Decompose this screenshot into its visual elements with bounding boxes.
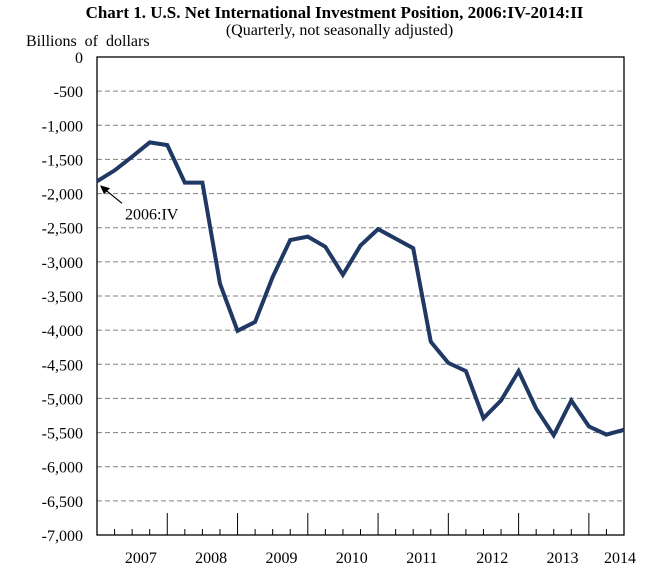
- annotation-label: 2006:IV: [125, 206, 179, 223]
- x-tick-label: 2014: [604, 550, 636, 567]
- y-tick-label: -1,500: [42, 152, 83, 169]
- x-tick-label: 2013: [547, 550, 579, 567]
- y-tick-label: -500: [54, 84, 83, 101]
- series-group: [95, 140, 625, 440]
- x-tick-label: 2011: [406, 550, 437, 567]
- y-tick-label: -4,000: [42, 323, 83, 340]
- gridlines: [97, 90, 624, 502]
- y-tick-label: -2,500: [42, 221, 83, 238]
- series-line: [95, 140, 625, 440]
- y-tick-label: -1,000: [42, 118, 83, 135]
- plot-frame: [96, 56, 625, 536]
- y-tick-label: -6,500: [42, 494, 83, 511]
- y-tick-label: -4,500: [42, 357, 83, 374]
- y-tick-label: -2,000: [42, 187, 83, 204]
- y-tick-label: -3,500: [42, 289, 83, 306]
- annotation-arrow: [105, 189, 123, 204]
- x-tick-label: 2008: [195, 550, 227, 567]
- annotation-group: 2006:IV: [100, 185, 179, 223]
- y-tick-label: -5,500: [42, 426, 83, 443]
- x-tick-label: 2012: [476, 550, 508, 567]
- x-axis-ticks: 2007 2008 2009 2010 2011 2012 2013 2014: [114, 513, 636, 567]
- x-tick-label: 2010: [336, 550, 368, 567]
- y-axis-label: Billions of dollars: [26, 33, 150, 50]
- chart-subtitle: (Quarterly, not seasonally adjusted): [225, 22, 454, 39]
- y-axis-ticks: 0 -500 -1,000 -1,500 -2,000 -2,500 -3,000 -3,50…: [42, 50, 83, 545]
- y-tick-label: 0: [75, 50, 83, 67]
- x-tick-label: 2009: [265, 550, 297, 567]
- y-tick-label: -3,000: [42, 255, 83, 272]
- y-tick-label: -5,000: [42, 391, 83, 408]
- chart-title: Chart 1. U.S. Net International Investme…: [85, 3, 584, 22]
- y-tick-label: -6,000: [42, 460, 83, 477]
- arrow-head-icon: [100, 185, 110, 195]
- y-tick-label: -7,000: [42, 528, 83, 545]
- x-tick-label: 2007: [125, 550, 157, 567]
